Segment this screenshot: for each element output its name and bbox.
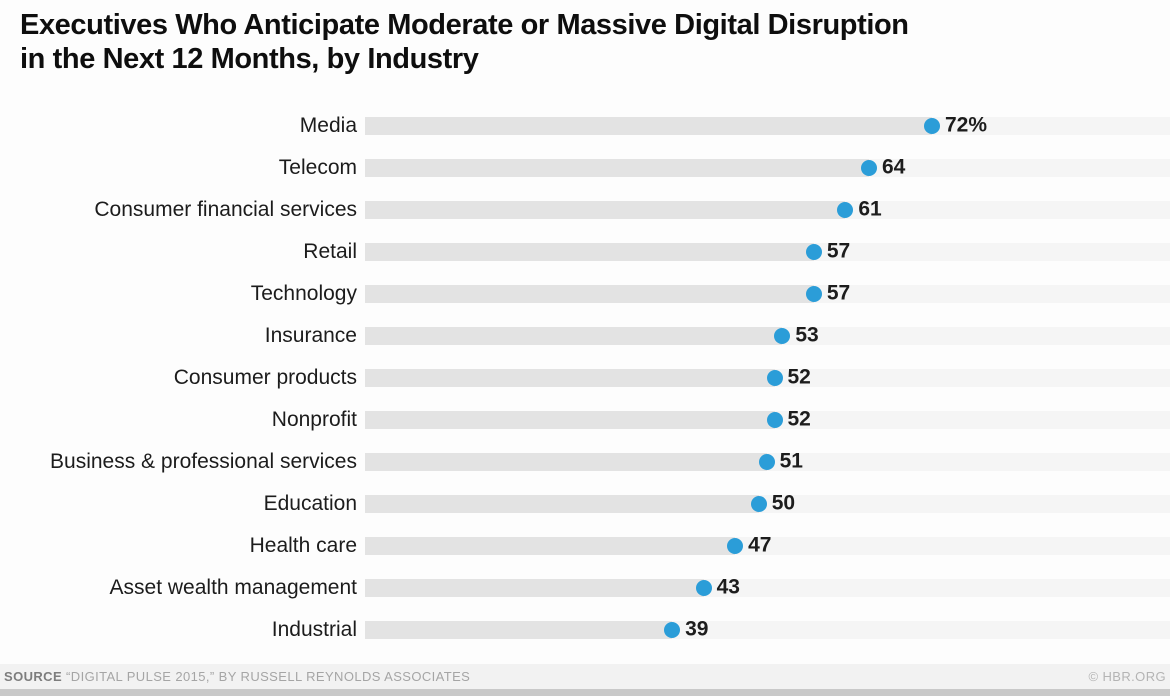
- chart-title-line-2: in the Next 12 Months, by Industry: [20, 43, 479, 75]
- value-label: 39: [685, 617, 709, 641]
- row-label: Education: [263, 492, 357, 515]
- row-label: Insurance: [264, 324, 357, 347]
- row-bar: [365, 285, 814, 303]
- value-label: 72%: [945, 113, 988, 137]
- row-label: Industrial: [271, 618, 357, 641]
- value-dot: [766, 412, 783, 428]
- row-bar: [365, 411, 775, 429]
- row-track: 50: [365, 491, 1170, 515]
- value-label: 61: [858, 197, 882, 221]
- source-text: “DIGITAL PULSE 2015,” BY RUSSELL REYNOLD…: [66, 669, 471, 684]
- row-label: Consumer products: [173, 366, 357, 389]
- row-track: 52: [365, 365, 1170, 389]
- chart-row: Media 72%: [0, 105, 1170, 147]
- row-track: 57: [365, 239, 1170, 263]
- value-label: 43: [716, 575, 740, 599]
- row-label: Consumer financial services: [94, 198, 357, 221]
- row-label: Nonprofit: [271, 408, 357, 431]
- chart-row: Health care 47: [0, 525, 1170, 567]
- row-track: 39: [365, 617, 1170, 641]
- bottom-edge-strip: [0, 689, 1170, 696]
- row-label: Technology: [250, 282, 357, 305]
- row-bar: [365, 453, 767, 471]
- title-block: Executives Who Anticipate Moderate or Ma…: [0, 0, 1170, 76]
- chart-row: Asset wealth management 43: [0, 567, 1170, 609]
- row-track: 47: [365, 533, 1170, 557]
- value-dot: [695, 580, 712, 596]
- footer-band: SOURCE “DIGITAL PULSE 2015,” BY RUSSELL …: [0, 664, 1170, 689]
- footer: SOURCE “DIGITAL PULSE 2015,” BY RUSSELL …: [0, 664, 1170, 696]
- row-bar: [365, 201, 846, 219]
- chart-row: Retail 57: [0, 231, 1170, 273]
- chart-title-line-1: Executives Who Anticipate Moderate or Ma…: [20, 9, 909, 41]
- chart-rows: Media 72% Telecom 64 Consumer financial …: [0, 105, 1170, 651]
- row-label: Health care: [249, 534, 357, 557]
- value-label: 50: [771, 491, 796, 515]
- chart-row: Technology 57: [0, 273, 1170, 315]
- value-label: 52: [787, 365, 811, 389]
- row-label: Media: [299, 114, 357, 137]
- value-dot: [837, 202, 854, 218]
- row-track: 61: [365, 197, 1170, 221]
- value-label: 53: [795, 323, 819, 347]
- value-dot: [805, 244, 822, 260]
- row-bar: [365, 537, 736, 555]
- value-dot: [774, 328, 791, 344]
- chart-row: Education 50: [0, 483, 1170, 525]
- row-label: Telecom: [278, 156, 357, 179]
- value-dot: [727, 538, 744, 554]
- row-label: Retail: [303, 240, 357, 263]
- source-line: SOURCE “DIGITAL PULSE 2015,” BY RUSSELL …: [4, 669, 470, 684]
- value-label: 57: [826, 239, 851, 263]
- row-bar: [365, 117, 932, 135]
- value-dot: [750, 496, 767, 512]
- value-label: 64: [882, 155, 906, 179]
- value-dot: [664, 622, 681, 638]
- row-bar: [365, 621, 673, 639]
- value-dot: [766, 370, 783, 386]
- value-dot: [758, 454, 775, 470]
- row-track: 64: [365, 155, 1170, 179]
- row-track: 52: [365, 407, 1170, 431]
- row-track: 51: [365, 449, 1170, 473]
- value-dot: [805, 286, 822, 302]
- row-track: 72%: [365, 113, 1170, 137]
- source-label: SOURCE: [4, 669, 63, 684]
- row-bar: [365, 159, 869, 177]
- value-label: 52: [787, 407, 811, 431]
- value-dot: [861, 160, 877, 176]
- row-bar: [365, 579, 704, 597]
- chart-row: Consumer products 52: [0, 357, 1170, 399]
- chart-row: Nonprofit 52: [0, 399, 1170, 441]
- chart-row: Insurance 53: [0, 315, 1170, 357]
- value-dot: [924, 118, 940, 134]
- row-track: 43: [365, 575, 1170, 599]
- row-bar: [365, 369, 775, 387]
- chart-row: Consumer financial services 61: [0, 189, 1170, 231]
- row-bar: [365, 495, 759, 513]
- hbr-credit: © HBR.ORG: [1088, 669, 1166, 684]
- value-label: 57: [826, 281, 851, 305]
- chart-row: Business & professional services 51: [0, 441, 1170, 483]
- row-track: 53: [365, 323, 1170, 347]
- row-bar: [365, 243, 814, 261]
- row-track: 57: [365, 281, 1170, 305]
- row-label: Asset wealth management: [109, 576, 357, 599]
- row-bar: [365, 327, 783, 345]
- row-label: Business & professional services: [50, 450, 357, 473]
- chart-row: Industrial 39: [0, 609, 1170, 651]
- chart-row: Telecom 64: [0, 147, 1170, 189]
- value-label: 51: [779, 449, 803, 473]
- value-label: 47: [748, 533, 772, 557]
